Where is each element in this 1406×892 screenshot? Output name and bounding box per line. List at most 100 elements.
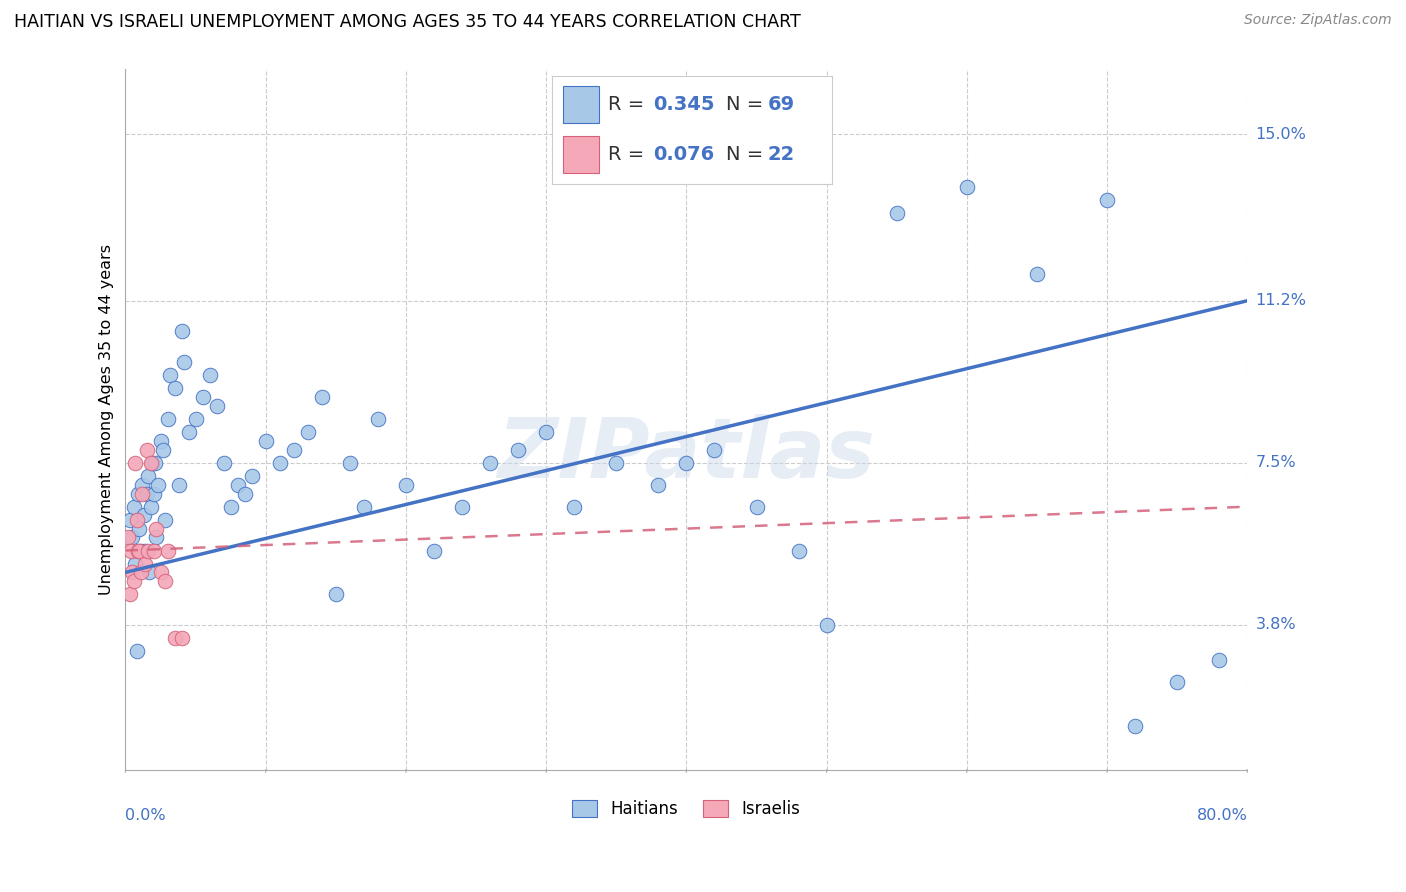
Point <box>1026 268 1049 282</box>
Point <box>125 513 148 527</box>
Point <box>146 477 169 491</box>
Point <box>311 390 333 404</box>
Point <box>173 355 195 369</box>
Point <box>128 522 150 536</box>
Point <box>198 368 221 383</box>
Point <box>1123 719 1146 733</box>
Point <box>138 566 160 580</box>
Point <box>121 566 143 580</box>
Text: Source: ZipAtlas.com: Source: ZipAtlas.com <box>1244 13 1392 28</box>
Point <box>956 179 979 194</box>
Text: 11.2%: 11.2% <box>1256 293 1306 309</box>
Point <box>139 500 162 514</box>
Point <box>703 442 725 457</box>
Point <box>886 206 908 220</box>
Point <box>156 543 179 558</box>
Point <box>139 456 162 470</box>
Point <box>159 368 181 383</box>
Point <box>353 500 375 514</box>
Point <box>367 412 389 426</box>
Point <box>121 530 143 544</box>
Point <box>124 456 146 470</box>
Point <box>141 456 163 470</box>
Point <box>136 469 159 483</box>
Point <box>745 500 768 514</box>
Text: 15.0%: 15.0% <box>1256 127 1306 142</box>
Point <box>605 456 627 470</box>
Point <box>1095 193 1118 207</box>
Point <box>143 456 166 470</box>
Point <box>118 513 141 527</box>
Point <box>479 456 502 470</box>
Point <box>205 399 228 413</box>
Point <box>122 500 145 514</box>
Point <box>423 543 446 558</box>
Point <box>395 477 418 491</box>
Point <box>240 469 263 483</box>
Point <box>177 425 200 440</box>
Point <box>534 425 557 440</box>
Point <box>184 412 207 426</box>
Point <box>167 477 190 491</box>
Point <box>129 566 152 580</box>
Point <box>142 543 165 558</box>
Point <box>283 442 305 457</box>
Point <box>325 587 347 601</box>
Point <box>219 500 242 514</box>
Point <box>135 442 157 457</box>
Point <box>118 587 141 601</box>
Point <box>124 557 146 571</box>
Point <box>127 543 149 558</box>
Point <box>212 456 235 470</box>
Point <box>787 543 810 558</box>
Point <box>127 486 149 500</box>
Point <box>128 543 150 558</box>
Point <box>1166 675 1188 690</box>
Text: 0.0%: 0.0% <box>125 808 166 823</box>
Point <box>153 574 176 589</box>
Point <box>131 486 153 500</box>
Point <box>170 631 193 645</box>
Point <box>134 557 156 571</box>
Point <box>191 390 214 404</box>
Point <box>122 574 145 589</box>
Point <box>297 425 319 440</box>
Point <box>125 644 148 658</box>
Point <box>117 530 139 544</box>
Point <box>129 543 152 558</box>
Point <box>163 381 186 395</box>
Point <box>131 477 153 491</box>
Point <box>562 500 585 514</box>
Point <box>339 456 361 470</box>
Point <box>156 412 179 426</box>
Point <box>675 456 697 470</box>
Point <box>120 543 142 558</box>
Point <box>233 486 256 500</box>
Point <box>142 486 165 500</box>
Point <box>153 513 176 527</box>
Point <box>145 530 167 544</box>
Text: ZIPatlas: ZIPatlas <box>498 414 876 494</box>
Point <box>226 477 249 491</box>
Point <box>269 456 291 470</box>
Point <box>145 522 167 536</box>
Text: HAITIAN VS ISRAELI UNEMPLOYMENT AMONG AGES 35 TO 44 YEARS CORRELATION CHART: HAITIAN VS ISRAELI UNEMPLOYMENT AMONG AG… <box>14 13 801 31</box>
Point <box>815 618 838 632</box>
Text: 7.5%: 7.5% <box>1256 456 1296 470</box>
Point <box>134 543 156 558</box>
Y-axis label: Unemployment Among Ages 35 to 44 years: Unemployment Among Ages 35 to 44 years <box>100 244 114 595</box>
Point <box>149 566 172 580</box>
Text: 3.8%: 3.8% <box>1256 617 1296 632</box>
Point <box>170 325 193 339</box>
Point <box>152 442 174 457</box>
Legend: Haitians, Israelis: Haitians, Israelis <box>565 793 807 824</box>
Point <box>132 508 155 523</box>
Point <box>1208 653 1230 667</box>
Point <box>149 434 172 448</box>
Point <box>451 500 474 514</box>
Text: 80.0%: 80.0% <box>1197 808 1247 823</box>
Point <box>254 434 277 448</box>
Point <box>647 477 669 491</box>
Point <box>163 631 186 645</box>
Point <box>508 442 530 457</box>
